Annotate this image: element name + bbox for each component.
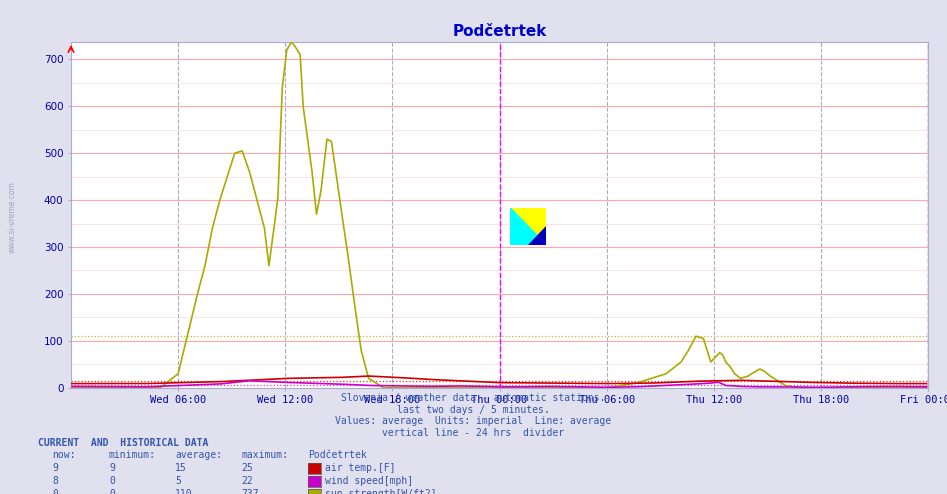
Text: 22: 22: [241, 476, 253, 486]
Text: 737: 737: [241, 489, 259, 494]
Text: last two days / 5 minutes.: last two days / 5 minutes.: [397, 405, 550, 414]
Text: sun strength[W/ft2]: sun strength[W/ft2]: [325, 489, 437, 494]
Text: 0: 0: [52, 489, 58, 494]
Polygon shape: [509, 207, 545, 245]
Text: 0: 0: [109, 489, 115, 494]
Text: 9: 9: [52, 463, 58, 473]
Text: www.si-vreme.com: www.si-vreme.com: [8, 181, 17, 253]
Title: Podčetrtek: Podčetrtek: [453, 24, 546, 40]
Text: minimum:: minimum:: [109, 451, 156, 460]
Text: 9: 9: [109, 463, 115, 473]
Text: 15: 15: [175, 463, 187, 473]
Text: 25: 25: [241, 463, 253, 473]
Text: wind speed[mph]: wind speed[mph]: [325, 476, 413, 486]
Text: air temp.[F]: air temp.[F]: [325, 463, 395, 473]
Text: CURRENT  AND  HISTORICAL DATA: CURRENT AND HISTORICAL DATA: [38, 438, 208, 448]
Text: average:: average:: [175, 451, 223, 460]
Text: vertical line - 24 hrs  divider: vertical line - 24 hrs divider: [383, 428, 564, 438]
Polygon shape: [527, 226, 545, 245]
Text: 8: 8: [52, 476, 58, 486]
Text: maximum:: maximum:: [241, 451, 289, 460]
Text: Podčetrtek: Podčetrtek: [308, 451, 366, 460]
Text: Slovenia / weather data - automatic stations.: Slovenia / weather data - automatic stat…: [341, 393, 606, 403]
Text: now:: now:: [52, 451, 76, 460]
Text: Values: average  Units: imperial  Line: average: Values: average Units: imperial Line: av…: [335, 416, 612, 426]
Text: 110: 110: [175, 489, 193, 494]
Text: 5: 5: [175, 476, 181, 486]
Text: 0: 0: [109, 476, 115, 486]
